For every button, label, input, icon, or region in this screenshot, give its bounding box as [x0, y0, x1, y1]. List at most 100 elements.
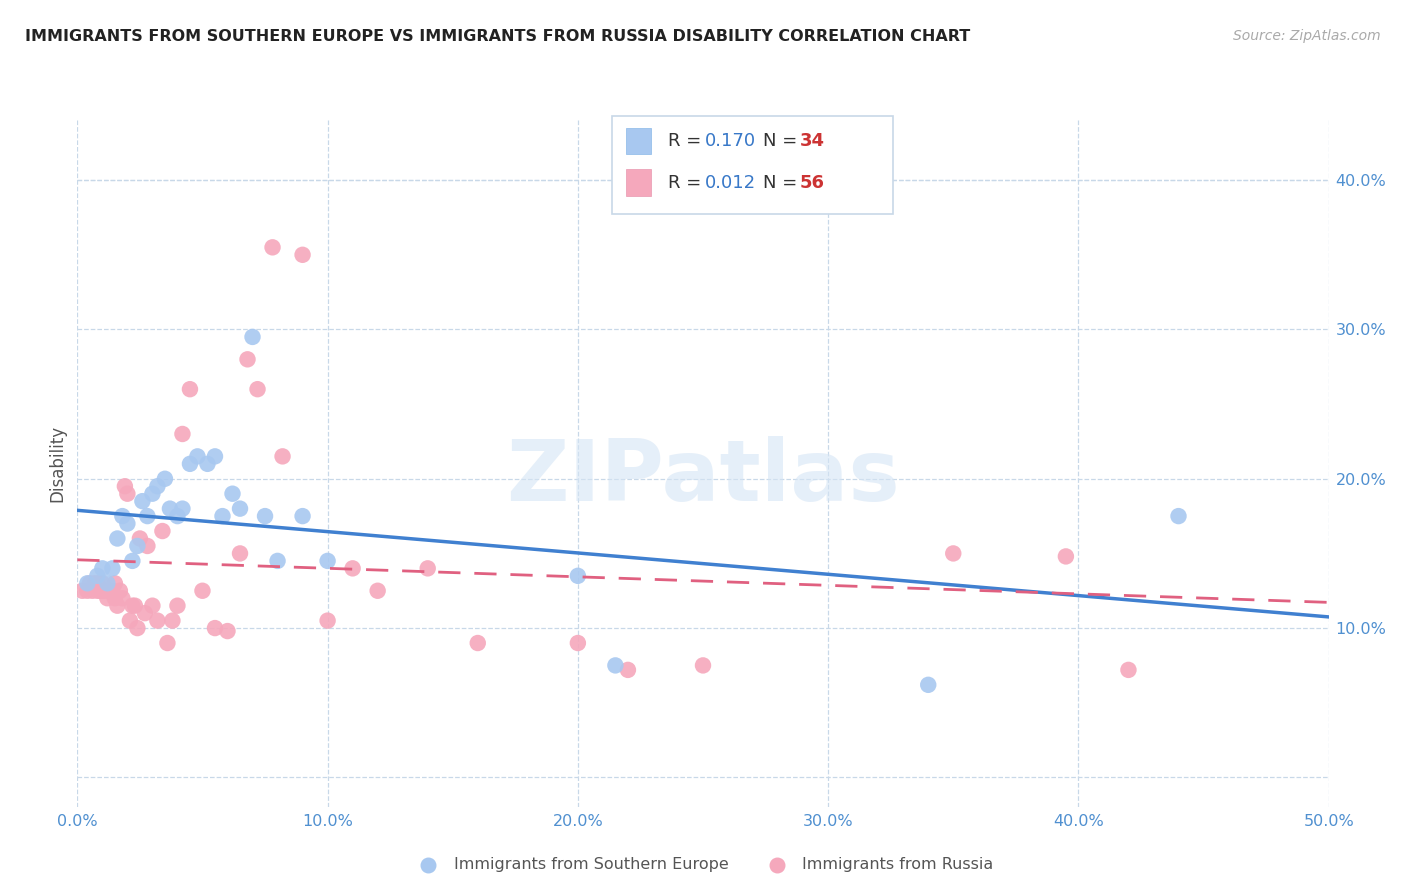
Point — [253, 509, 276, 524]
Point — [134, 606, 156, 620]
Text: N =: N = — [763, 132, 803, 150]
Point — [79, 576, 101, 591]
Text: R =: R = — [668, 132, 707, 150]
Point — [104, 576, 127, 591]
Point — [172, 427, 194, 442]
Point — [416, 561, 439, 575]
Point — [204, 621, 226, 635]
Point — [141, 486, 163, 500]
Point — [291, 248, 314, 262]
Point — [114, 479, 136, 493]
Point — [91, 583, 114, 598]
Point — [86, 583, 108, 598]
Point — [121, 554, 143, 568]
Point — [96, 576, 118, 591]
Text: 34: 34 — [800, 132, 825, 150]
Text: 0.170: 0.170 — [704, 132, 755, 150]
Legend: Immigrants from Southern Europe, Immigrants from Russia: Immigrants from Southern Europe, Immigra… — [406, 850, 1000, 879]
Point — [229, 501, 252, 516]
Point — [605, 658, 627, 673]
Point — [156, 636, 179, 650]
Text: R =: R = — [668, 174, 707, 192]
Point — [91, 576, 114, 591]
Point — [266, 554, 288, 568]
Y-axis label: Disability: Disability — [48, 425, 66, 502]
Point — [86, 569, 108, 583]
Point — [124, 599, 146, 613]
Point — [271, 450, 294, 464]
Point — [105, 599, 128, 613]
Point — [82, 583, 104, 598]
Text: Source: ZipAtlas.com: Source: ZipAtlas.com — [1233, 29, 1381, 43]
Point — [129, 532, 152, 546]
Point — [246, 382, 269, 396]
Point — [291, 509, 314, 524]
Point — [162, 614, 184, 628]
Point — [367, 583, 389, 598]
Point — [152, 524, 174, 538]
Point — [98, 583, 121, 598]
Point — [917, 678, 939, 692]
Point — [153, 472, 176, 486]
Point — [101, 583, 124, 598]
Point — [166, 599, 188, 613]
Point — [179, 382, 201, 396]
Point — [127, 621, 149, 635]
Point — [316, 614, 339, 628]
Point — [101, 561, 124, 575]
Point — [1054, 549, 1077, 564]
Point — [111, 509, 134, 524]
Point — [197, 457, 219, 471]
Point — [342, 561, 364, 575]
Point — [121, 599, 143, 613]
Point — [467, 636, 489, 650]
Point — [186, 450, 208, 464]
Point — [172, 501, 194, 516]
Point — [136, 509, 159, 524]
Point — [242, 330, 264, 344]
Point — [617, 663, 640, 677]
Point — [159, 501, 181, 516]
Point — [104, 591, 127, 606]
Point — [111, 591, 134, 606]
Text: N =: N = — [763, 174, 803, 192]
Point — [567, 569, 589, 583]
Point — [76, 583, 98, 598]
Point — [942, 546, 965, 560]
Point — [567, 636, 589, 650]
Point — [83, 576, 105, 591]
Point — [76, 576, 98, 591]
Point — [141, 599, 163, 613]
Point — [1167, 509, 1189, 524]
Point — [89, 583, 111, 598]
Text: ZIPatlas: ZIPatlas — [506, 436, 900, 519]
Point — [146, 479, 169, 493]
Point — [108, 583, 131, 598]
Text: 56: 56 — [800, 174, 825, 192]
Point — [221, 486, 243, 500]
Point — [118, 614, 141, 628]
Point — [131, 494, 153, 508]
Point — [117, 516, 139, 531]
Point — [94, 583, 117, 598]
Point — [91, 561, 114, 575]
Point — [127, 539, 149, 553]
Point — [211, 509, 233, 524]
Point — [166, 509, 188, 524]
Text: 0.012: 0.012 — [704, 174, 755, 192]
Text: IMMIGRANTS FROM SOUTHERN EUROPE VS IMMIGRANTS FROM RUSSIA DISABILITY CORRELATION: IMMIGRANTS FROM SOUTHERN EUROPE VS IMMIG… — [25, 29, 970, 44]
Point — [136, 539, 159, 553]
Point — [229, 546, 252, 560]
Point — [204, 450, 226, 464]
Point — [316, 554, 339, 568]
Point — [105, 532, 128, 546]
Point — [96, 591, 118, 606]
Point — [72, 583, 94, 598]
Point — [86, 576, 108, 591]
Point — [236, 352, 259, 367]
Point — [262, 240, 284, 254]
Point — [692, 658, 714, 673]
Point — [217, 624, 239, 638]
Point — [146, 614, 169, 628]
Point — [117, 486, 139, 500]
